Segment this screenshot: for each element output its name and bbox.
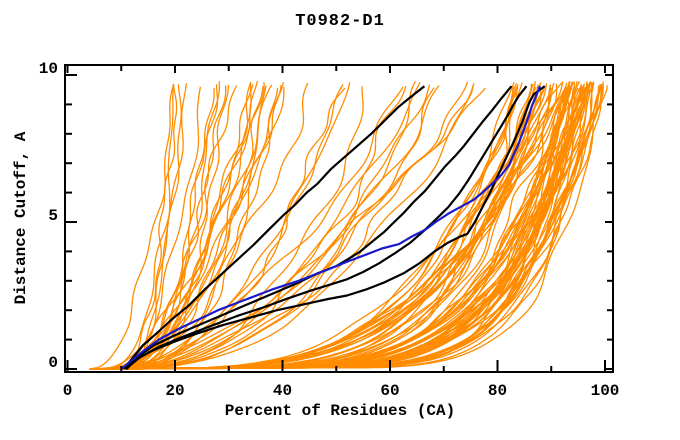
y-tick-label: 5	[48, 207, 58, 225]
model-curve	[112, 82, 265, 370]
model-curve	[103, 82, 563, 370]
model-curve	[124, 81, 469, 370]
model-curve	[92, 83, 589, 370]
black-model-1-curve	[123, 85, 426, 370]
model-curve	[106, 86, 568, 370]
x-tick-label: 80	[488, 382, 507, 400]
model-curve	[89, 84, 175, 370]
plot-frame	[64, 64, 614, 373]
model-curve	[95, 81, 252, 370]
model-curve	[124, 85, 267, 370]
model-curve	[111, 83, 518, 370]
model-curve	[118, 84, 344, 370]
model-curve	[119, 83, 475, 370]
model-curve	[113, 84, 282, 370]
y-tick-label: 10	[39, 60, 58, 78]
model-curve	[113, 87, 435, 370]
model-curve	[128, 82, 523, 370]
x-tick-label: 100	[591, 382, 620, 400]
model-curve	[111, 83, 585, 370]
model-curve	[122, 86, 602, 370]
model-curve	[116, 86, 572, 370]
y-tick-label: 0	[48, 354, 58, 372]
model-curve	[120, 87, 279, 370]
model-curve	[106, 86, 595, 370]
model-curve	[128, 85, 608, 370]
model-curve	[117, 81, 416, 370]
model-curve	[128, 86, 474, 370]
model-curve	[107, 85, 407, 370]
model-curve	[106, 83, 548, 370]
ticks-layer	[65, 65, 613, 372]
model-curve	[92, 82, 309, 370]
model-curve	[113, 86, 364, 370]
model-curve	[123, 83, 533, 370]
black-model-3-curve	[124, 85, 528, 370]
model-curve	[107, 82, 555, 370]
model-curve	[106, 87, 581, 370]
model-curve	[124, 85, 174, 370]
x-tick-label: 60	[380, 382, 399, 400]
model-curve	[118, 82, 593, 370]
x-tick-label: 20	[165, 382, 184, 400]
x-axis-label: Percent of Residues (CA)	[224, 402, 456, 420]
chart-title: T0982-D1	[295, 12, 385, 31]
curves-layer	[88, 80, 608, 370]
model-curve	[97, 87, 586, 370]
model-curve	[102, 81, 221, 370]
model-curve	[89, 85, 571, 370]
model-curve	[111, 86, 264, 370]
blue-reference-model-curve	[120, 85, 542, 370]
x-tick-label: 0	[63, 382, 73, 400]
model-curve	[107, 83, 188, 370]
model-curve	[109, 88, 215, 370]
model-curve	[104, 83, 603, 370]
black-model-2-curve	[125, 85, 513, 370]
model-curve	[95, 84, 582, 370]
model-curve	[128, 87, 572, 370]
x-tick-label: 40	[273, 382, 292, 400]
model-curve	[99, 85, 440, 370]
model-curve	[121, 83, 178, 370]
model-curve	[120, 82, 252, 370]
model-curve	[126, 84, 604, 370]
model-curve	[102, 84, 539, 370]
black-model-4-curve	[120, 85, 546, 370]
